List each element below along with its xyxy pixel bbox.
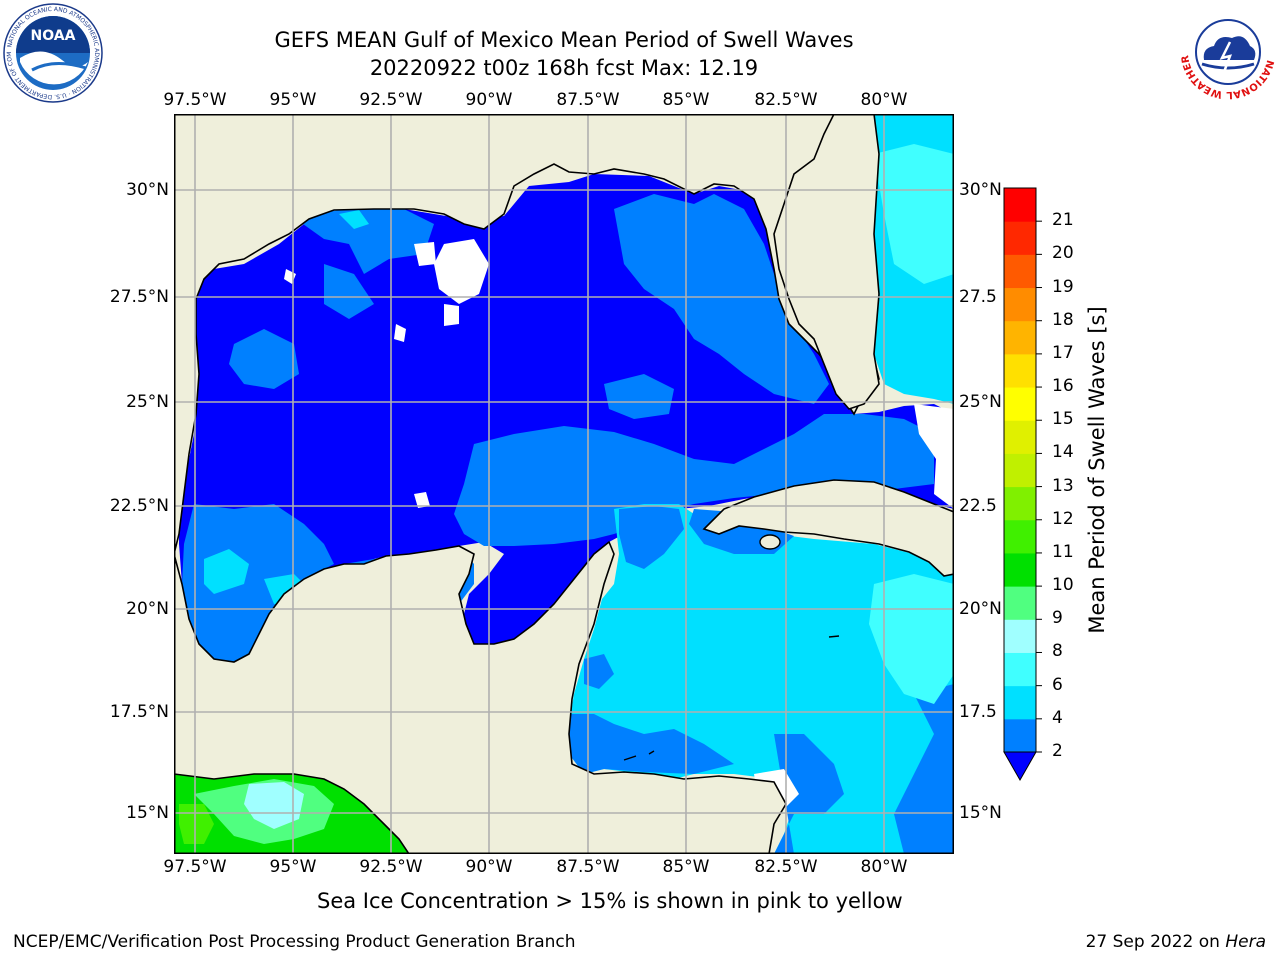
colorbar-segment [1004,619,1036,653]
colorbar-tick-label: 8 [1052,641,1063,662]
lon-label-bottom: 95°W [269,857,317,877]
lat-label-right: 17.5 [959,702,997,722]
nws-logo: NATIONAL WEATHER SERVICE [1178,2,1275,100]
colorbar-tick-label: 9 [1052,608,1063,629]
lat-label-left: 27.5°N [109,287,169,307]
lon-label-bottom: 80°W [860,857,908,877]
colorbar-segment [1004,718,1036,753]
colorbar-segment [1004,188,1036,222]
colorbar-tick-label: 12 [1052,508,1074,529]
colorbar-tick-label: 6 [1052,674,1063,695]
sea-ice-note: Sea Ice Concentration > 15% is shown in … [317,889,903,913]
lat-label-left: 25°N [126,392,169,412]
lat-label-left: 15°N [126,803,169,823]
lon-label-bottom: 92.5°W [359,857,423,877]
lon-label-top: 85°W [662,90,710,110]
lat-label-right: 27.5 [959,287,997,307]
colorbar-tick-label: 10 [1052,575,1074,596]
cuba [702,479,954,577]
colorbar-segment [1004,387,1036,421]
lon-label-top: 82.5°W [754,90,818,110]
colorbar-tick-label: 17 [1052,342,1074,363]
gridlines [174,114,954,854]
lon-label-top: 90°W [465,90,513,110]
lat-label-left: 30°N [126,180,169,200]
colorbar-label: Mean Period of Swell Waves [s] [1085,306,1109,634]
colorbar-segment [1004,221,1036,255]
colorbar-tick-label: 16 [1052,376,1074,397]
footer-date: 27 Sep 2022 on Hera [1086,932,1266,952]
colorbar-tick-label: 4 [1052,707,1063,728]
gulf-map [174,114,954,854]
footer-date-text: 27 Sep 2022 on [1085,932,1226,952]
lon-label-top: 87.5°W [556,90,620,110]
lat-label-left: 20°N [126,599,169,619]
lon-label-bottom: 97.5°W [163,857,227,877]
lon-label-top: 97.5°W [163,90,227,110]
colorbar-tick-label: 14 [1052,442,1074,463]
lon-label-top: 80°W [860,90,908,110]
chart-subtitle: 20220922 t00z 168h fcst Max: 12.19 [369,56,759,80]
mexico-coast [174,540,787,854]
colorbar-segment [1004,552,1036,587]
colorbar-tick-label: 19 [1052,276,1074,297]
colorbar-segment [1004,453,1036,488]
colorbar-segment [1004,652,1036,687]
lon-label-bottom: 90°W [465,857,513,877]
lat-label-right: 20°N [959,599,1002,619]
colorbar [1003,187,1042,782]
colorbar-segment [1004,486,1036,521]
colorbar-segment [1004,586,1036,620]
lon-label-bottom: 85°W [662,857,710,877]
lat-label-right: 25°N [959,392,1002,412]
colorbar-tick-label: 20 [1052,243,1074,264]
map-frame [174,114,954,854]
footer-credit: NCEP/EMC/Verification Post Processing Pr… [13,932,576,952]
lon-label-top: 92.5°W [359,90,423,110]
noaa-logo: NOAA NATIONAL OCEANIC AND ATMOSPHERIC AD… [2,2,103,103]
lat-label-left: 22.5°N [109,496,169,516]
noaa-logo-text: NOAA [31,28,76,44]
colorbar-segment [1004,287,1036,322]
colorbar-segment [1004,353,1036,388]
lon-label-top: 95°W [269,90,317,110]
colorbar-tick-label: 2 [1052,741,1063,761]
colorbar-segment [1004,519,1036,554]
lat-label-right: 30°N [959,180,1002,200]
lon-label-bottom: 87.5°W [556,857,620,877]
lat-label-left: 17.5°N [109,702,169,722]
chart-title: GEFS MEAN Gulf of Mexico Mean Period of … [274,28,854,52]
lat-label-right: 15°N [959,803,1002,823]
colorbar-tick-label: 21 [1052,210,1074,231]
colorbar-tick-label: 11 [1052,541,1074,562]
lat-label-right: 22.5 [959,496,997,516]
colorbar-segment [1004,420,1036,454]
colorbar-segment [1004,685,1036,720]
colorbar-tick-label: 18 [1052,309,1074,330]
footer-host: Hera [1225,932,1266,952]
colorbar-tick-label: 13 [1052,475,1074,496]
lon-label-bottom: 82.5°W [754,857,818,877]
colorbar-tick-label: 15 [1052,409,1074,430]
colorbar-segment [1004,320,1036,355]
colorbar-segment [1004,254,1036,289]
